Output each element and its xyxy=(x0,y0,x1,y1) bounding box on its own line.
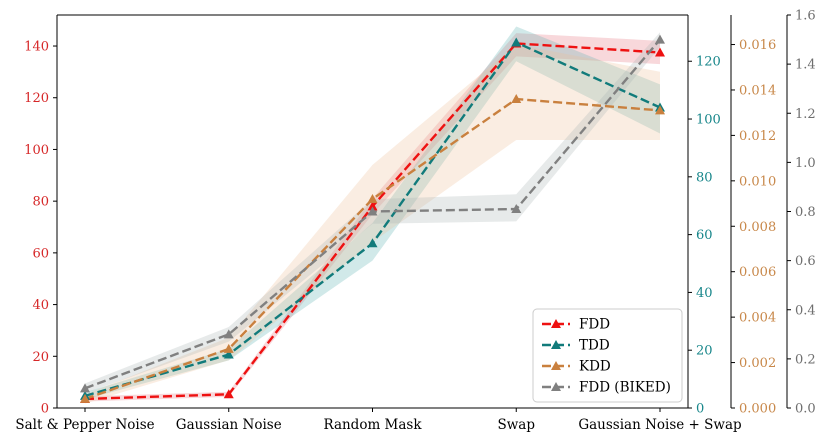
marker-tdd xyxy=(511,37,522,47)
marker-fdd-biked xyxy=(80,383,90,393)
y-tick-label-biked: 1.2 xyxy=(795,107,816,122)
marker-fdd xyxy=(223,389,234,399)
band-kdd xyxy=(85,44,660,404)
y-tick-label-fdd: 20 xyxy=(32,350,49,365)
marker-tdd xyxy=(223,349,234,359)
x-tick-label: Salt & Pepper Noise xyxy=(15,417,154,433)
marker-tdd xyxy=(367,238,378,248)
band-tdd xyxy=(85,26,660,400)
y-tick-label-tdd: 60 xyxy=(696,228,713,243)
legend-label-fdd: FDD xyxy=(579,317,610,333)
x-tick-label: Gaussian Noise + Swap xyxy=(578,417,741,433)
y-tick-label-biked: 1.6 xyxy=(795,9,816,24)
y-tick-label-fdd: 100 xyxy=(24,143,49,158)
y-tick-label-fdd: 80 xyxy=(32,195,49,210)
y-tick-label-biked: 0.0 xyxy=(795,402,816,417)
marker-fdd-biked xyxy=(511,204,522,214)
y-tick-label-kdd: 0.014 xyxy=(739,83,776,98)
y-tick-label-tdd: 20 xyxy=(696,344,713,359)
y-tick-label-kdd: 0.004 xyxy=(739,311,776,326)
y-tick-label-tdd: 100 xyxy=(696,113,721,128)
marker-kdd xyxy=(511,94,522,104)
y-tick-label-biked: 1.4 xyxy=(795,58,816,73)
y-tick-label-kdd: 0.000 xyxy=(739,402,776,417)
x-tick-label: Gaussian Noise xyxy=(176,417,282,433)
y-tick-label-tdd: 0 xyxy=(696,402,704,417)
legend-label-kdd: KDD xyxy=(579,359,611,375)
legend-label-fdd-biked: FDD (BIKED) xyxy=(579,380,671,396)
y-tick-label-fdd: 0 xyxy=(41,402,49,417)
y-tick-label-biked: 1.0 xyxy=(795,156,816,171)
y-tick-label-kdd: 0.010 xyxy=(739,174,776,189)
y-tick-label-kdd: 0.008 xyxy=(739,220,776,235)
marker-kdd xyxy=(80,393,90,403)
y-tick-label-fdd: 120 xyxy=(24,91,49,106)
marker-fdd xyxy=(367,201,378,211)
marker-kdd xyxy=(223,343,234,353)
y-tick-label-kdd: 0.016 xyxy=(739,38,776,53)
marker-fdd-biked xyxy=(655,34,665,44)
y-tick-label-kdd: 0.006 xyxy=(739,265,776,280)
legend-marker-kdd xyxy=(551,361,561,370)
y-tick-label-kdd: 0.002 xyxy=(739,356,776,371)
marker-kdd xyxy=(655,105,665,115)
legend-label-tdd: TDD xyxy=(579,338,610,354)
y-tick-label-biked: 0.6 xyxy=(795,254,816,269)
axes: 0 20 40 60 80 100 120 140 0 20 40 60 80 100 120 0.000 0.… xyxy=(24,9,816,417)
y-tick-label-fdd: 40 xyxy=(32,298,49,313)
marker-fdd-biked xyxy=(367,206,378,216)
legend-box xyxy=(532,308,683,403)
y-tick-label-biked: 0.8 xyxy=(795,205,816,220)
y-tick-label-fdd: 140 xyxy=(24,40,49,55)
marker-kdd xyxy=(367,194,378,204)
y-tick-label-tdd: 40 xyxy=(696,286,713,301)
series-markers xyxy=(80,34,665,403)
y-tick-label-kdd: 0.012 xyxy=(739,129,776,144)
y-tick-label-fdd: 60 xyxy=(32,246,49,261)
legend: FDD TDD KDD FDD (BIKED) xyxy=(532,308,683,403)
legend-marker-fdd xyxy=(551,319,561,328)
y-tick-label-tdd: 120 xyxy=(696,55,721,70)
legend-marker-tdd xyxy=(551,340,561,349)
x-tick-label: Swap xyxy=(498,417,536,433)
legend-marker-fdd-biked xyxy=(551,382,561,391)
y-tick-label-tdd: 80 xyxy=(696,170,713,185)
y-tick-label-biked: 0.2 xyxy=(795,352,816,367)
x-axis: Salt & Pepper Noise Gaussian Noise Random … xyxy=(15,408,742,433)
y-tick-label-biked: 0.4 xyxy=(795,303,816,318)
x-tick-label: Random Mask xyxy=(323,417,422,433)
marker-fdd-biked xyxy=(223,329,234,339)
marker-fdd xyxy=(655,47,665,57)
